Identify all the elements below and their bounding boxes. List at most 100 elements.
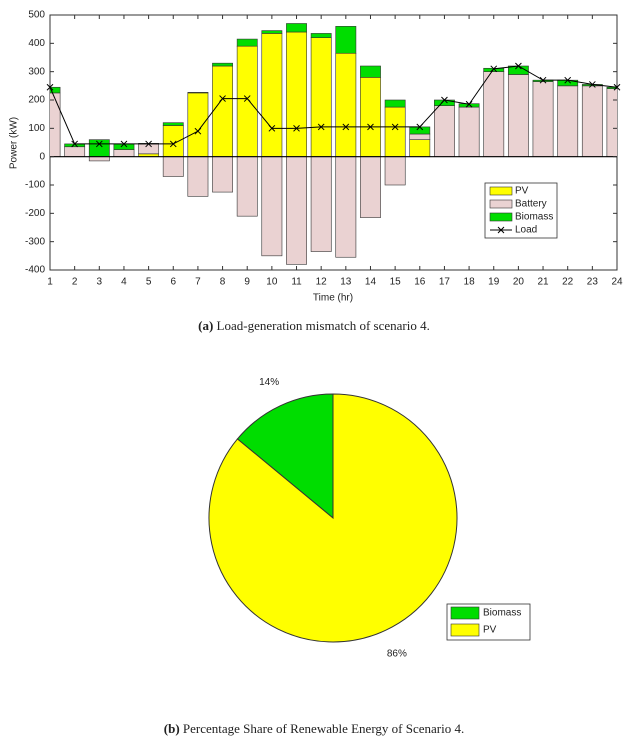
x-tick-label: 17 (439, 277, 451, 288)
load-marker (588, 81, 596, 88)
x-tick-label: 7 (195, 277, 201, 288)
bar-segment (212, 65, 233, 157)
bar-segment (261, 30, 283, 34)
bar-segment (606, 88, 617, 157)
bar-segment (64, 146, 86, 157)
bar-segment (581, 85, 603, 157)
bar-segment (236, 156, 258, 217)
y-tick-label: -100 (25, 180, 45, 191)
pie-slice (236, 393, 334, 520)
bar-segment (483, 71, 505, 157)
caption-b: (b) Percentage Share of Renewable Energy… (164, 721, 464, 736)
x-tick-label: 16 (414, 277, 426, 288)
bar-segment (335, 26, 357, 54)
load-marker (515, 62, 522, 70)
bar-segment (50, 86, 61, 94)
bar-segment (434, 105, 455, 157)
load-marker (46, 83, 54, 91)
bar-segment (162, 156, 184, 177)
bar-segment (384, 156, 406, 186)
y-tick-label: -200 (25, 208, 45, 219)
bar-segment (360, 65, 381, 78)
legend-label: Battery (515, 199, 547, 210)
load-marker (564, 76, 572, 84)
plot-area (50, 23, 617, 265)
x-tick-label: 5 (146, 277, 152, 288)
caption-text: Percentage Share of Renewable Energy of … (183, 721, 464, 736)
load-marker (71, 140, 79, 148)
load-marker (416, 123, 424, 131)
bar-segment (286, 31, 307, 157)
legend-label: Load (515, 225, 537, 236)
legend-swatch (450, 623, 480, 637)
load-marker (243, 95, 251, 102)
legend-swatch (489, 186, 513, 196)
bar-segment (162, 125, 184, 157)
x-tick-label: 8 (220, 277, 226, 288)
bar-segment (236, 45, 258, 157)
x-tick-label: 10 (266, 277, 278, 288)
legend-marker (497, 226, 505, 234)
bar-segment (384, 99, 406, 108)
pie-slice (208, 393, 458, 643)
bar-segment (187, 92, 209, 157)
bar-segment (335, 156, 357, 258)
bar-segment (212, 156, 233, 193)
bar-segment (162, 122, 184, 126)
bar-segment (310, 37, 332, 157)
bar-segment (286, 23, 307, 33)
bar-segment (409, 139, 431, 157)
load-marker (391, 123, 399, 131)
x-tick-label: 22 (562, 277, 574, 288)
load-marker (293, 124, 300, 132)
y-tick-label: 500 (28, 10, 45, 21)
caption-text: Load-generation mismatch of scenario 4. (217, 318, 430, 333)
y-tick-label: 200 (28, 95, 45, 106)
x-axis-label: Time (hr) (313, 293, 353, 304)
legend-label: PV (483, 625, 497, 636)
bar-segment (384, 106, 406, 157)
x-tick-label: 24 (611, 277, 623, 288)
bar-segment (507, 74, 529, 157)
x-tick-label: 19 (488, 277, 500, 288)
bar-segment (187, 156, 209, 197)
bar-segment (286, 156, 307, 265)
pie-value-label: 14% (259, 377, 279, 388)
x-tick-label: 6 (170, 277, 176, 288)
bar-segment (458, 106, 480, 157)
bar-segment (50, 92, 61, 157)
bar-segment (88, 156, 110, 162)
bar-segment (310, 156, 332, 252)
bar-segment (113, 143, 135, 150)
load-marker (120, 140, 128, 148)
legend-swatch (489, 212, 513, 222)
y-tick-label: -300 (25, 236, 45, 247)
bar-segment (409, 133, 431, 140)
load-marker (490, 65, 498, 73)
x-tick-label: 1 (47, 277, 53, 288)
x-tick-label: 2 (72, 277, 78, 288)
load-marker (145, 140, 152, 148)
legend-box (484, 182, 558, 239)
bar-segment (113, 149, 135, 157)
y-tick-label: 100 (28, 123, 45, 134)
bar-segment (360, 156, 381, 218)
bar-segment (409, 126, 431, 135)
load-marker (169, 140, 177, 148)
caption-a: (a) Load-generation mismatch of scenario… (198, 318, 430, 333)
x-tick-label: 15 (390, 277, 402, 288)
x-tick-label: 21 (537, 277, 549, 288)
x-tick-label: 9 (244, 277, 250, 288)
bar-segment (261, 33, 283, 157)
load-marker (219, 95, 226, 102)
bar-segment (557, 85, 579, 157)
load-marker (342, 123, 350, 131)
load-line (50, 65, 617, 145)
bar-segment (212, 62, 233, 67)
y-tick-label: 400 (28, 38, 45, 49)
x-tick-label: 18 (464, 277, 476, 288)
bar-segment (360, 77, 381, 157)
legend-label: PV (515, 186, 529, 197)
bar-segment (236, 38, 258, 47)
